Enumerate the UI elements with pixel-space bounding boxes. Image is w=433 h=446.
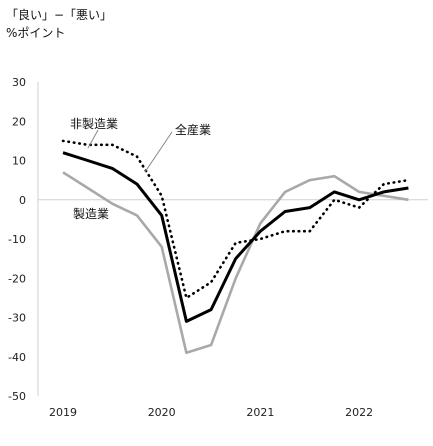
series-line [62,171,409,355]
y-tick-label: -10 [8,233,26,246]
y-unit-label: %ポイント [6,26,66,40]
annotation-leader-line [87,129,99,149]
y-tick-label: 0 [19,194,26,207]
y-tick-label: -30 [8,312,26,325]
x-tick-label: 2019 [49,406,77,419]
series-annotation-label: 製造業 [73,207,109,221]
y-tick-label: -50 [8,390,26,403]
series-line [62,151,409,323]
y-tick-label: -20 [8,272,26,285]
series-annotation-label: 全産業 [175,122,211,137]
annotation-leader-line [144,131,173,173]
y-tick-label: 30 [12,76,26,89]
y-tick-label: 20 [12,115,26,128]
y-tick-label: -40 [8,351,26,364]
series-line [61,139,410,300]
x-tick-label: 2021 [246,406,274,419]
chart-title: 「良い」−「悪い」 [6,8,113,22]
x-tick-label: 2022 [345,406,373,419]
series-lines [61,139,410,355]
series-annotation-label: 非製造業 [70,117,118,131]
y-tick-label: 10 [12,155,26,168]
chart-header: 「良い」−「悪い」 %ポイント [6,6,112,42]
x-tick-label: 2020 [148,406,176,419]
